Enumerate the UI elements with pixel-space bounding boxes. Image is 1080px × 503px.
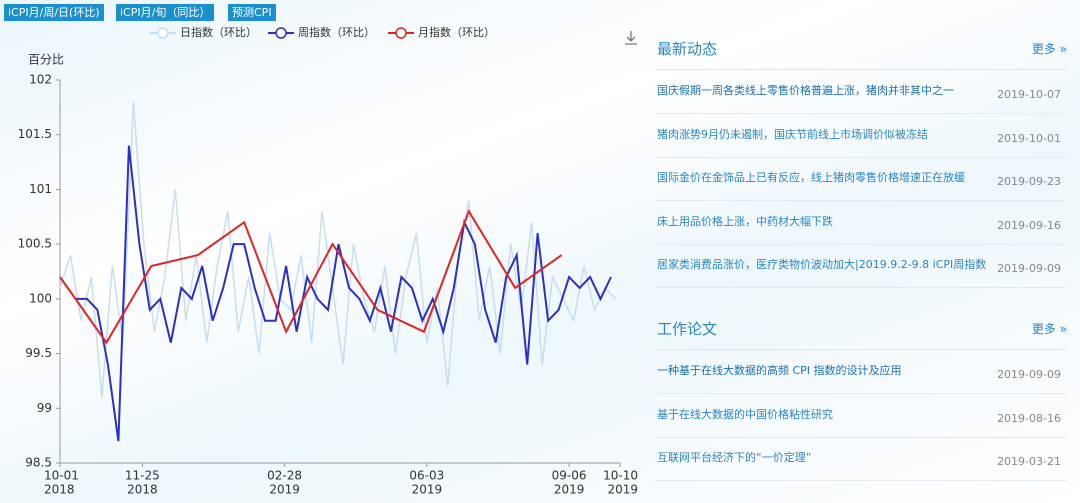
item-date: 2019-09-16 <box>997 218 1061 232</box>
y-tick-label: 101.5 <box>18 127 52 141</box>
legend-marker <box>275 27 287 39</box>
legend-item: 周指数（环比） <box>268 25 375 39</box>
x-tick-label: 2019 <box>269 483 300 497</box>
y-tick-label: 99 <box>37 401 52 415</box>
series-line <box>76 145 612 442</box>
list-item[interactable]: 居家类消费品涨价，医疗类物价波动加大|2019.9.2-9.8 iCPI周指数 2… <box>655 244 1067 288</box>
legend-marker <box>395 27 407 39</box>
divider <box>655 349 1067 350</box>
panel-title: 工作论文 <box>657 320 718 338</box>
more-link[interactable]: 更多 » <box>1031 42 1067 56</box>
tab-button[interactable]: 预测CPI <box>228 4 276 21</box>
x-tick-label: 2019 <box>412 483 443 497</box>
y-tick-label: 100 <box>29 291 52 305</box>
item-date: 2019-10-01 <box>997 131 1061 145</box>
item-title[interactable]: 国庆假期一周各类线上零售价格普遍上涨，猪肉并非其中之一 <box>657 84 954 97</box>
tab-button[interactable]: iCPI月/周/日(环比) <box>4 4 104 21</box>
item-title[interactable]: 互联网平台经济下的“一价定理” <box>657 451 812 464</box>
x-tick-label: 09-06 <box>552 469 587 483</box>
x-tick-label: 10-01 <box>44 469 79 483</box>
y-tick-label: 102 <box>29 73 52 87</box>
item-title[interactable]: 基于在线大数据的中国价格粘性研究 <box>657 407 833 421</box>
y-axis-label: 百分比 <box>28 53 64 67</box>
chart: 百分比 98.59999.5100100.5101101.510210-0120… <box>18 25 638 497</box>
item-title[interactable]: 猪肉涨势9月仍未遏制，国庆节前线上市场调价似被冻结 <box>657 127 928 141</box>
legend-marker <box>157 27 169 39</box>
list-item[interactable]: 床上用品价格上涨，中药材大幅下跌 2019-09-16 <box>655 201 1067 245</box>
item-date: 2019-09-23 <box>997 175 1061 188</box>
more-link[interactable]: 更多 » <box>1031 322 1067 336</box>
x-tick-label: 06-03 <box>409 469 444 483</box>
list-item[interactable]: 猪肉涨势9月仍未遏制，国庆节前线上市场调价似被冻结 2019-10-01 <box>655 114 1067 158</box>
legend-label: 周指数（环比） <box>298 25 375 39</box>
item-date: 2019-03-21 <box>997 455 1061 468</box>
item-title[interactable]: 床上用品价格上涨，中药材大幅下跌 <box>657 214 833 228</box>
x-tick-label: 2019 <box>554 483 585 497</box>
legend-item: 日指数（环比） <box>150 25 257 39</box>
item-date: 2019-09-09 <box>997 368 1061 381</box>
list-item[interactable]: 基于在线大数据的中国价格粘性研究 2019-08-16 <box>655 394 1067 438</box>
item-date: 2019-09-09 <box>997 262 1061 275</box>
x-tick-label: 11-25 <box>125 469 160 483</box>
item-title[interactable]: 国际金价在金饰品上已有反应，线上猪肉零售价格增速正在放缓 <box>657 171 965 184</box>
x-tick-label: 2019 <box>607 483 638 497</box>
item-title[interactable]: 居家类消费品涨价，医疗类物价波动加大|2019.9.2-9.8 iCPI周指数 <box>657 258 987 271</box>
list-item[interactable]: 互联网平台经济下的“一价定理” 2019-03-21 <box>655 437 1067 481</box>
legend-label: 日指数（环比） <box>180 25 257 39</box>
series-line <box>59 101 617 398</box>
item-date: 2019-10-07 <box>997 88 1061 101</box>
legend-label: 月指数（环比） <box>418 25 495 39</box>
download-icon[interactable] <box>625 31 637 45</box>
x-tick-label: 02-28 <box>267 469 302 483</box>
item-date: 2019-08-16 <box>997 411 1061 425</box>
divider <box>655 69 1067 70</box>
y-tick-label: 98.5 <box>25 456 52 470</box>
series-line <box>59 209 563 345</box>
tab-button[interactable]: iCPI月/旬（同比） <box>116 4 215 21</box>
list-item[interactable]: 国庆假期一周各类线上零售价格普遍上涨，猪肉并非其中之一 2019-10-07 <box>655 70 1067 114</box>
x-tick-label: 10-10 <box>603 469 638 483</box>
y-tick-label: 99.5 <box>25 346 52 360</box>
y-tick-label: 101 <box>29 182 52 196</box>
x-tick-label: 2018 <box>44 483 75 497</box>
x-tick-label: 2018 <box>127 483 158 497</box>
legend-item: 月指数（环比） <box>388 25 495 39</box>
item-title[interactable]: 一种基于在线大数据的高频 CPI 指数的设计及应用 <box>657 364 902 377</box>
panel-title: 最新动态 <box>657 40 718 58</box>
list-item[interactable]: 国际金价在金饰品上已有反应，线上猪肉零售价格增速正在放缓 2019-09-23 <box>655 157 1067 201</box>
y-tick-label: 100.5 <box>18 237 52 251</box>
list-item[interactable]: 一种基于在线大数据的高频 CPI 指数的设计及应用 2019-09-09 <box>655 350 1067 394</box>
